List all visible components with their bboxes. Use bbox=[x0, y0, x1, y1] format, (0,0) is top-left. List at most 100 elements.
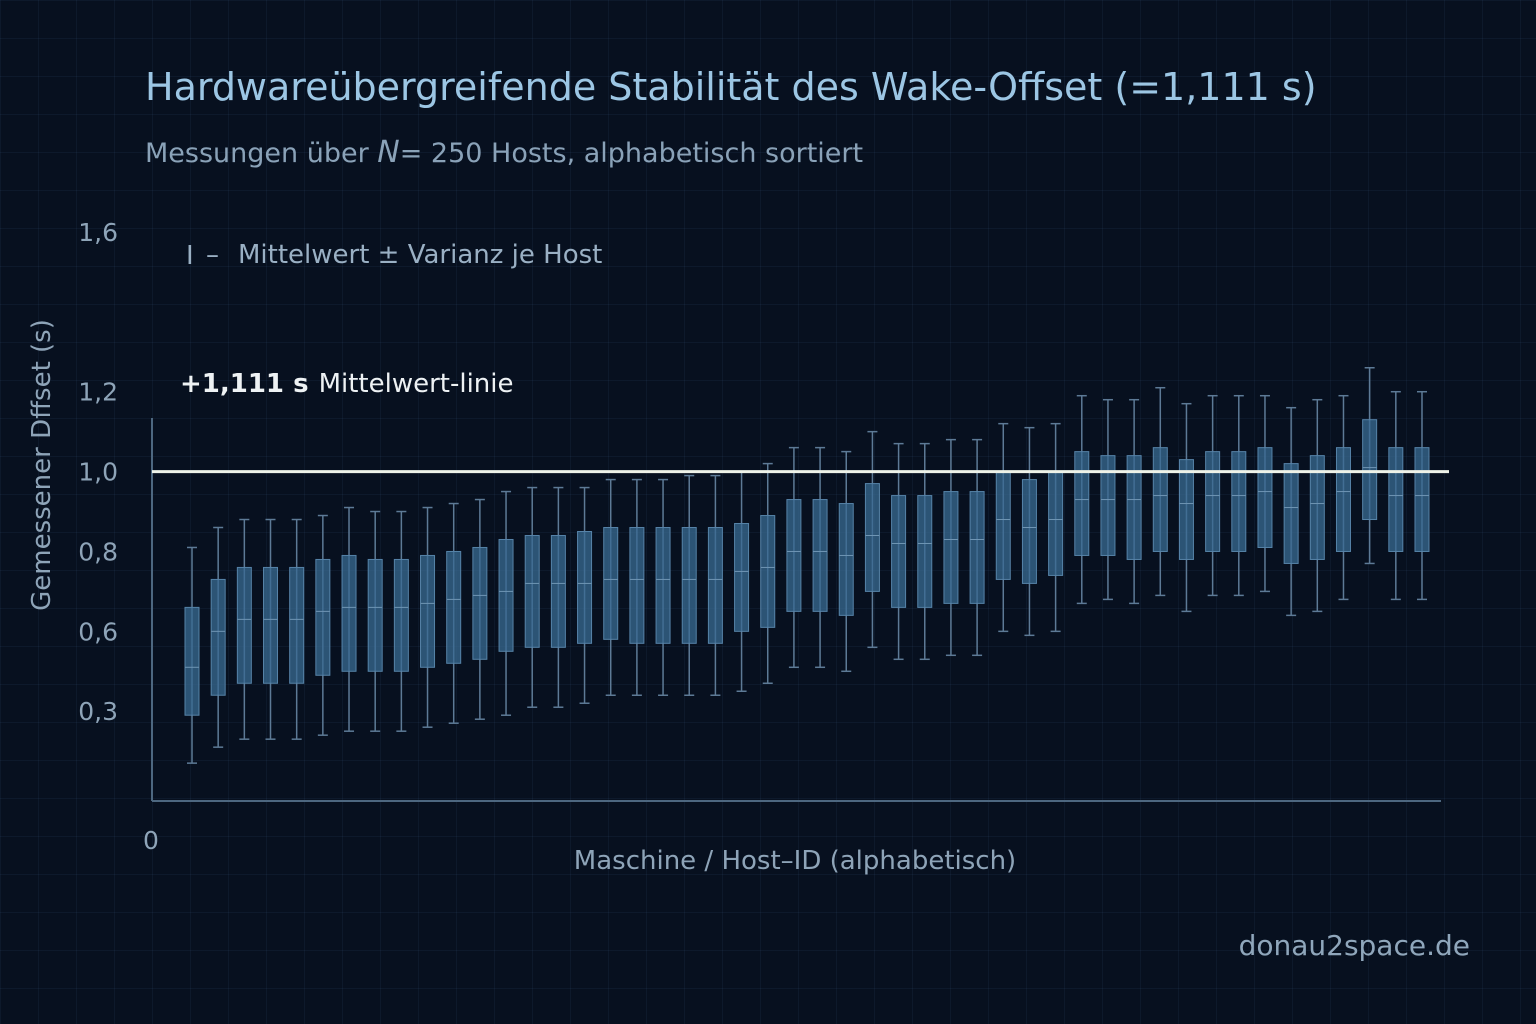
box-iqr bbox=[393, 558, 409, 672]
box-iqr bbox=[1048, 471, 1064, 576]
host-box bbox=[1362, 367, 1378, 565]
host-box bbox=[1152, 386, 1168, 597]
box-iqr bbox=[1231, 451, 1247, 552]
host-box bbox=[707, 474, 723, 696]
reference-line-value: +1,111 s bbox=[180, 369, 309, 399]
box-iqr bbox=[995, 471, 1011, 580]
box-iqr bbox=[629, 527, 645, 644]
box-iqr bbox=[1021, 479, 1037, 584]
host-box bbox=[1388, 390, 1404, 601]
host-box bbox=[734, 470, 750, 692]
host-box bbox=[524, 486, 540, 708]
host-box bbox=[498, 490, 514, 716]
host-box bbox=[1335, 394, 1351, 601]
host-box bbox=[1414, 390, 1430, 601]
host-box bbox=[1205, 394, 1221, 597]
box-iqr bbox=[655, 527, 671, 644]
legend-label: Mittelwert ± Varianz je Host bbox=[238, 240, 602, 270]
host-box bbox=[236, 518, 252, 740]
box-iqr bbox=[864, 483, 880, 592]
host-box bbox=[995, 422, 1011, 633]
host-box bbox=[577, 486, 593, 704]
box-iqr bbox=[263, 566, 279, 684]
host-box bbox=[1048, 422, 1064, 633]
box-iqr bbox=[184, 606, 200, 716]
x-axis-title: Maschine / Host–ID (alphabetisch) bbox=[574, 846, 1016, 876]
host-box bbox=[969, 438, 985, 657]
box-iqr bbox=[812, 499, 828, 612]
box-iqr bbox=[498, 538, 514, 652]
y-tick-label: 0,6 bbox=[78, 617, 118, 646]
box-iqr bbox=[236, 566, 252, 684]
host-box bbox=[1074, 394, 1090, 605]
y-tick-label: 1,2 bbox=[78, 378, 118, 407]
box-iqr bbox=[550, 534, 566, 648]
box-iqr bbox=[1309, 455, 1325, 560]
host-box bbox=[341, 506, 357, 732]
box-iqr bbox=[1362, 419, 1378, 521]
host-box bbox=[184, 546, 200, 764]
box-iqr bbox=[1074, 451, 1090, 556]
box-iqr bbox=[210, 578, 226, 696]
host-box bbox=[367, 510, 383, 732]
box-iqr bbox=[315, 558, 331, 676]
box-iqr bbox=[917, 495, 933, 608]
box-iqr bbox=[1152, 447, 1168, 552]
host-box bbox=[812, 446, 828, 669]
x-axis-origin-label: 0 bbox=[143, 826, 159, 855]
legend-icon: I bbox=[186, 241, 194, 271]
host-box bbox=[1231, 394, 1247, 597]
box-iqr bbox=[472, 546, 488, 660]
box-iqr bbox=[838, 503, 854, 616]
box-iqr bbox=[734, 523, 750, 632]
host-box bbox=[943, 438, 959, 657]
host-box bbox=[1126, 398, 1142, 605]
y-tick-label: 1,6 bbox=[78, 218, 118, 247]
host-box bbox=[838, 450, 854, 673]
host-box bbox=[263, 518, 279, 740]
legend-dash: – bbox=[206, 240, 219, 270]
y-tick-label: 0,3 bbox=[78, 697, 118, 726]
subtitle-prefix: Messungen über bbox=[145, 138, 377, 169]
host-box bbox=[681, 474, 697, 696]
host-box bbox=[655, 478, 671, 696]
boxplot-series bbox=[184, 367, 1430, 764]
host-box bbox=[446, 502, 462, 724]
host-box bbox=[472, 498, 488, 720]
box-iqr bbox=[1178, 459, 1194, 560]
box-iqr bbox=[1283, 463, 1299, 564]
box-iqr bbox=[1335, 447, 1351, 552]
box-iqr bbox=[1126, 455, 1142, 560]
box-iqr bbox=[760, 515, 776, 628]
box-iqr bbox=[969, 491, 985, 604]
host-box bbox=[629, 478, 645, 696]
box-iqr bbox=[1100, 455, 1116, 556]
host-box bbox=[786, 446, 802, 669]
box-iqr bbox=[524, 534, 540, 648]
host-box bbox=[1178, 402, 1194, 613]
host-box bbox=[420, 506, 436, 728]
box-iqr bbox=[707, 527, 723, 644]
box-iqr bbox=[289, 566, 305, 684]
subtitle-variable: N bbox=[377, 135, 399, 170]
watermark: donau2space.de bbox=[1239, 929, 1470, 962]
legend: I – Mittelwert ± Varianz je Host bbox=[186, 240, 602, 271]
host-box bbox=[891, 442, 907, 661]
host-box bbox=[289, 518, 305, 740]
host-box bbox=[1021, 426, 1037, 637]
box-iqr bbox=[420, 554, 436, 668]
host-box bbox=[760, 462, 776, 685]
box-iqr bbox=[577, 531, 593, 644]
box-iqr bbox=[446, 550, 462, 664]
reference-line-text: Mittelwert-linie bbox=[319, 369, 514, 399]
host-box bbox=[917, 442, 933, 661]
host-box bbox=[393, 510, 409, 732]
host-box bbox=[550, 486, 566, 708]
y-tick-label: 0,8 bbox=[78, 537, 118, 566]
chart-subtitle: Messungen über N= 250 Hosts, alphabetisc… bbox=[145, 135, 863, 170]
box-iqr bbox=[786, 499, 802, 612]
host-box bbox=[603, 478, 619, 696]
y-axis-title: Gemessener Dffset (s) bbox=[27, 319, 57, 611]
y-tick-label: 1,0 bbox=[78, 458, 118, 487]
